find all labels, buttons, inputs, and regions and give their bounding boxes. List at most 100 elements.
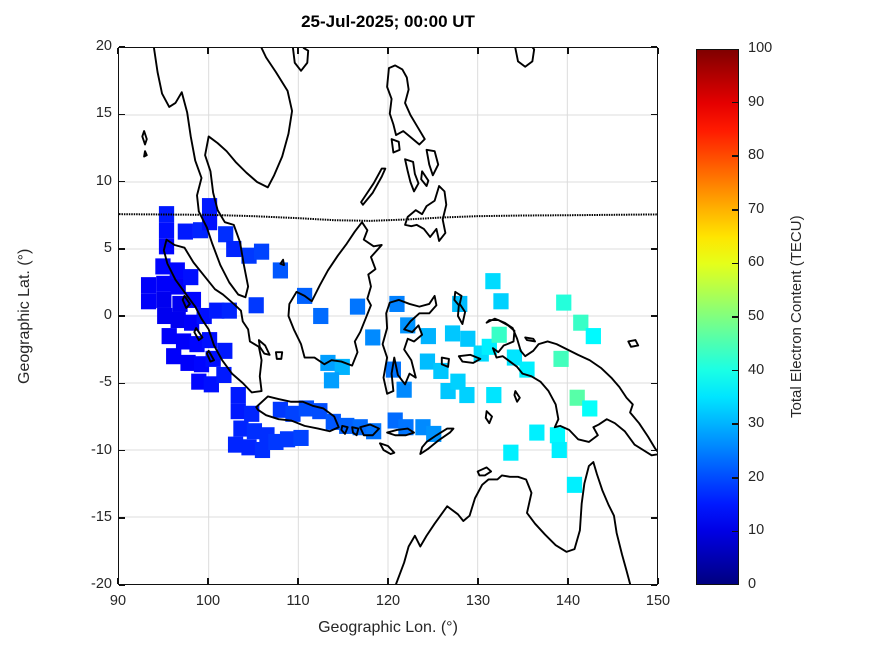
tec-patch <box>227 436 244 453</box>
coastline-yapen <box>525 337 535 341</box>
tec-patch <box>241 247 257 264</box>
colorbar-tick-mark <box>732 262 738 265</box>
coastline-natuna <box>280 260 284 265</box>
coastline-halmahera <box>454 292 465 324</box>
y-tick-label: 20 <box>95 38 112 54</box>
coastline-buru <box>442 358 449 367</box>
coastline-mindanao <box>405 186 446 241</box>
x-tick-label: 130 <box>465 593 491 609</box>
tec-patch <box>433 362 449 379</box>
y-tick-mark <box>119 517 125 519</box>
colorbar-tick-label: 70 <box>748 200 765 217</box>
tec-patch <box>217 342 233 359</box>
x-tick-label: 110 <box>286 593 310 609</box>
tec-patch <box>177 223 193 240</box>
coastline-timor <box>420 429 453 454</box>
tec-patch <box>419 353 436 370</box>
tec-patch <box>450 373 466 390</box>
tec-patch <box>272 262 289 279</box>
tec-patch <box>459 387 475 404</box>
y-tick-mark-right <box>651 248 657 250</box>
coastline-sumba <box>380 443 394 454</box>
tec-patch <box>549 427 566 444</box>
colorbar-tick-mark <box>732 316 738 318</box>
colorbar <box>696 49 739 585</box>
coastline-seram <box>459 355 481 363</box>
colorbar-tick-mark <box>732 530 738 533</box>
tec-patch <box>573 314 589 331</box>
x-tick-label: 90 <box>109 593 127 609</box>
tec-patch <box>157 307 173 325</box>
tec-patch <box>140 277 157 294</box>
coastline-sulawesi <box>383 296 437 394</box>
tec-patch <box>248 297 264 314</box>
tec-patch <box>203 376 219 393</box>
colorbar-tick-mark <box>732 101 738 104</box>
coastline-tanimbar <box>486 411 492 423</box>
tec-patch <box>420 328 436 345</box>
coastline-bali <box>341 426 347 434</box>
colorbar-tick-mark <box>732 369 738 372</box>
coastline-panay-negros <box>405 159 418 191</box>
tec-patch <box>503 444 519 461</box>
tec-patch <box>553 350 569 367</box>
y-tick-mark <box>119 449 125 452</box>
y-tick-mark <box>119 248 125 250</box>
tec-patch <box>323 372 340 389</box>
coastline-siberut <box>194 328 202 340</box>
tec-patch <box>253 243 270 260</box>
tec-patch <box>156 275 172 292</box>
x-tick-label: 120 <box>375 593 401 609</box>
colorbar-tick-mark <box>732 209 738 211</box>
colorbar-tick-label: 20 <box>748 468 765 485</box>
tec-patch <box>426 425 442 442</box>
tec-patch <box>268 433 284 450</box>
coastline-pagai <box>207 351 214 362</box>
tec-patch <box>293 429 309 446</box>
y-tick-label: -10 <box>91 441 112 458</box>
y-tick-mark-right <box>651 315 657 317</box>
y-tick-label: 0 <box>103 307 112 323</box>
coastline-luzon <box>387 65 425 144</box>
y-tick-label: -20 <box>91 576 112 592</box>
tec-patch <box>529 424 545 441</box>
tec-patch <box>161 328 177 345</box>
y-tick-mark-right <box>651 584 657 586</box>
colorbar-tick-label: 60 <box>748 254 765 271</box>
y-tick-mark <box>119 315 125 317</box>
tec-patch <box>254 441 271 459</box>
coastline-tiwi-melville <box>478 467 491 475</box>
tec-patch <box>582 400 598 417</box>
y-tick-mark-right <box>651 517 657 519</box>
coastline-new-guinea <box>487 319 657 456</box>
coastline-flores <box>387 429 414 436</box>
tec-patch <box>196 307 212 325</box>
y-tick-mark-right <box>651 382 657 384</box>
coastline-bangka <box>259 340 270 355</box>
tec-patch <box>551 441 567 459</box>
coastline-sumbawa <box>360 425 379 436</box>
x-tick-mark-top <box>567 48 569 54</box>
y-tick-mark-right <box>651 449 657 452</box>
coastline-hainan <box>293 48 308 71</box>
coastline-kai-aru <box>514 391 519 402</box>
colorbar-tick-label: 50 <box>748 308 765 324</box>
tec-patch <box>230 387 246 404</box>
map-svg <box>119 48 657 584</box>
coastline-belitung <box>276 352 282 359</box>
y-tick-mark-right <box>651 180 657 183</box>
tec-patch <box>585 328 601 345</box>
x-tick-label: 140 <box>555 593 581 609</box>
coastline-nias <box>183 296 190 308</box>
tec-patch <box>285 405 301 422</box>
tec-patch <box>169 262 185 279</box>
colorbar-tick-label: 30 <box>748 415 765 432</box>
x-tick-mark-top <box>387 48 389 54</box>
tec-patch <box>140 293 157 310</box>
tec-patch <box>230 403 246 420</box>
y-tick-label: 10 <box>95 172 112 189</box>
y-tick-mark-right <box>651 113 657 115</box>
tec-patch <box>460 330 476 347</box>
tec-patch <box>191 373 207 390</box>
colorbar-tick-label: 40 <box>748 361 765 378</box>
